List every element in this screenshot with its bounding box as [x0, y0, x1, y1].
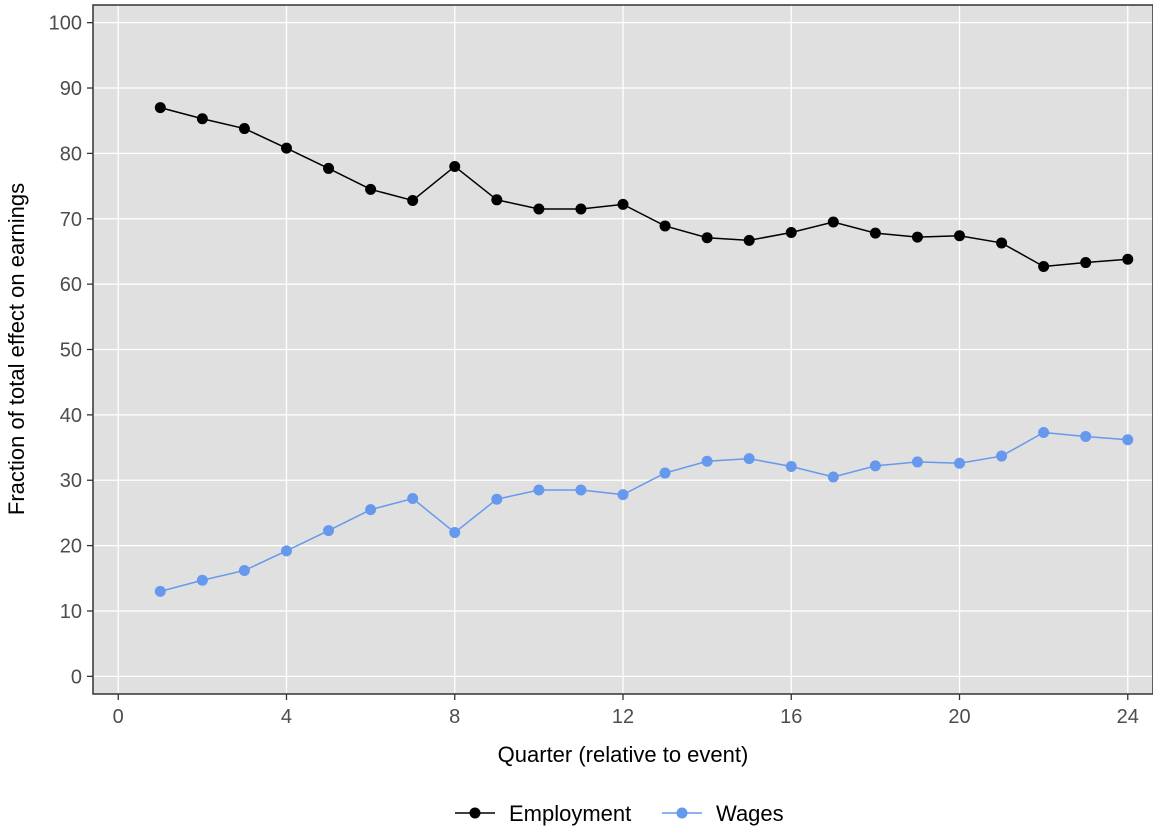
x-tick-label: 16: [780, 706, 802, 728]
data-point: [1122, 253, 1134, 265]
data-point: [911, 231, 923, 243]
data-point: [659, 220, 671, 232]
series-employment: [154, 102, 1134, 272]
y-tick-label: 30: [60, 470, 82, 492]
series-layer: [154, 102, 1134, 597]
y-tick-label: 40: [60, 405, 82, 427]
data-point: [533, 203, 545, 215]
data-point: [449, 160, 461, 172]
data-point: [743, 453, 755, 465]
data-point: [407, 194, 419, 206]
data-point: [154, 585, 166, 597]
y-tick-label: 60: [60, 274, 82, 296]
y-axis-title: Fraction of total effect on earnings: [4, 183, 29, 515]
data-point: [954, 457, 966, 469]
data-point: [407, 493, 419, 505]
y-tick-label: 0: [71, 666, 82, 688]
data-point: [743, 234, 755, 246]
series-line: [160, 431, 1128, 593]
y-tick-label: 10: [60, 601, 82, 623]
data-point: [491, 493, 503, 505]
x-tick-label: 0: [113, 706, 124, 728]
data-point: [238, 123, 250, 135]
data-point: [659, 467, 671, 479]
data-point: [869, 460, 881, 472]
data-point: [869, 227, 881, 239]
y-tick-label: 80: [60, 143, 82, 165]
x-axis: 0 4 8 12 16 20 24: [113, 694, 1139, 728]
data-point: [617, 489, 629, 501]
data-point: [996, 450, 1008, 462]
grid-lines: [93, 5, 1153, 694]
data-point: [996, 237, 1008, 249]
data-point: [954, 230, 966, 242]
data-point: [701, 455, 713, 467]
data-point: [617, 198, 629, 210]
data-point: [911, 456, 923, 468]
data-point: [1080, 257, 1092, 269]
data-point: [449, 527, 461, 539]
data-point: [323, 162, 335, 174]
data-point: [365, 183, 377, 195]
x-tick-label: 24: [1117, 706, 1139, 728]
data-point: [491, 194, 503, 206]
y-tick-label: 100: [49, 13, 82, 35]
data-point: [238, 564, 250, 576]
data-point: [280, 545, 292, 557]
legend: Employment Wages: [455, 801, 784, 826]
data-point: [196, 113, 208, 125]
x-tick-label: 4: [281, 706, 292, 728]
legend-item-employment: Employment: [455, 801, 631, 826]
x-tick-label: 20: [948, 706, 970, 728]
data-point: [196, 574, 208, 586]
data-point: [827, 216, 839, 228]
series-wages: [154, 427, 1134, 597]
y-tick-label: 50: [60, 340, 82, 362]
y-axis: 0 10 20 30 40 50 60 70 80 90 100: [49, 13, 93, 688]
data-point: [575, 484, 587, 496]
x-axis-title: Quarter (relative to event): [498, 742, 749, 767]
data-point: [1038, 260, 1050, 272]
data-point: [575, 203, 587, 215]
data-point: [1038, 427, 1050, 439]
x-tick-label: 12: [612, 706, 634, 728]
data-point: [785, 226, 797, 238]
y-tick-label: 70: [60, 209, 82, 231]
legend-label: Employment: [509, 801, 631, 826]
data-point: [280, 142, 292, 154]
data-point: [365, 504, 377, 516]
x-tick-label: 8: [449, 706, 460, 728]
y-tick-label: 20: [60, 536, 82, 558]
y-tick-label: 90: [60, 78, 82, 100]
series-line: [160, 106, 1128, 268]
data-point: [533, 484, 545, 496]
data-point: [785, 461, 797, 473]
data-point: [1080, 430, 1092, 442]
legend-label: Wages: [716, 801, 784, 826]
legend-key-point: [676, 807, 688, 819]
data-point: [1122, 434, 1134, 446]
data-point: [701, 232, 713, 244]
legend-item-wages: Wages: [662, 801, 784, 826]
data-point: [827, 471, 839, 483]
legend-key-point: [469, 807, 481, 819]
data-point: [154, 102, 166, 114]
data-point: [323, 525, 335, 537]
